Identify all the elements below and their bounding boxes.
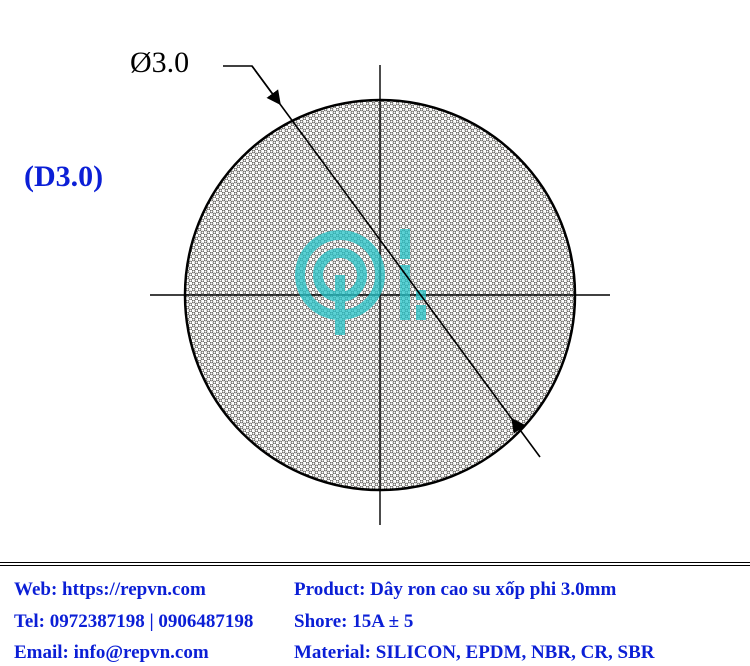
dimension-text: Ø3.0 (130, 46, 189, 80)
web-row: Web: https://repvn.com (14, 576, 294, 604)
diagram-svg (0, 0, 750, 560)
leader-arrow-upper (252, 66, 280, 104)
email-label: Email: (14, 642, 74, 663)
material-value: SILICON, EPDM, NBR, CR, SBR (376, 642, 655, 663)
email-row: Email: info@repvn.com (14, 639, 294, 666)
footer-left-col: Web: https://repvn.com Tel: 0972387198 |… (14, 576, 294, 666)
material-label: Material: (294, 642, 376, 663)
shore-value: 15A ± 5 (352, 611, 413, 632)
material-row: Material: SILICON, EPDM, NBR, CR, SBR (294, 639, 736, 666)
shore-row: Shore: 15A ± 5 (294, 608, 736, 636)
tel-row: Tel: 0972387198 | 0906487198 (14, 608, 294, 636)
email-value: info@repvn.com (74, 642, 209, 663)
product-row: Product: Dây ron cao su xốp phi 3.0mm (294, 576, 736, 604)
tel-label: Tel: (14, 611, 50, 632)
diagram-area: Ø3.0 (D3.0) (0, 0, 750, 560)
footer: Web: https://repvn.com Tel: 0972387198 |… (0, 562, 750, 666)
page: Ø3.0 (D3.0) Web: https://repvn.com Tel: … (0, 0, 750, 666)
shore-label: Shore: (294, 611, 352, 632)
product-label: Product: (294, 579, 370, 600)
web-label: Web: (14, 579, 62, 600)
tel-value: 0972387198 | 0906487198 (50, 611, 254, 632)
footer-right-col: Product: Dây ron cao su xốp phi 3.0mm Sh… (294, 576, 736, 666)
diameter-label: (D3.0) (24, 160, 103, 194)
product-value: Dây ron cao su xốp phi 3.0mm (370, 579, 616, 600)
web-value: https://repvn.com (62, 579, 206, 600)
